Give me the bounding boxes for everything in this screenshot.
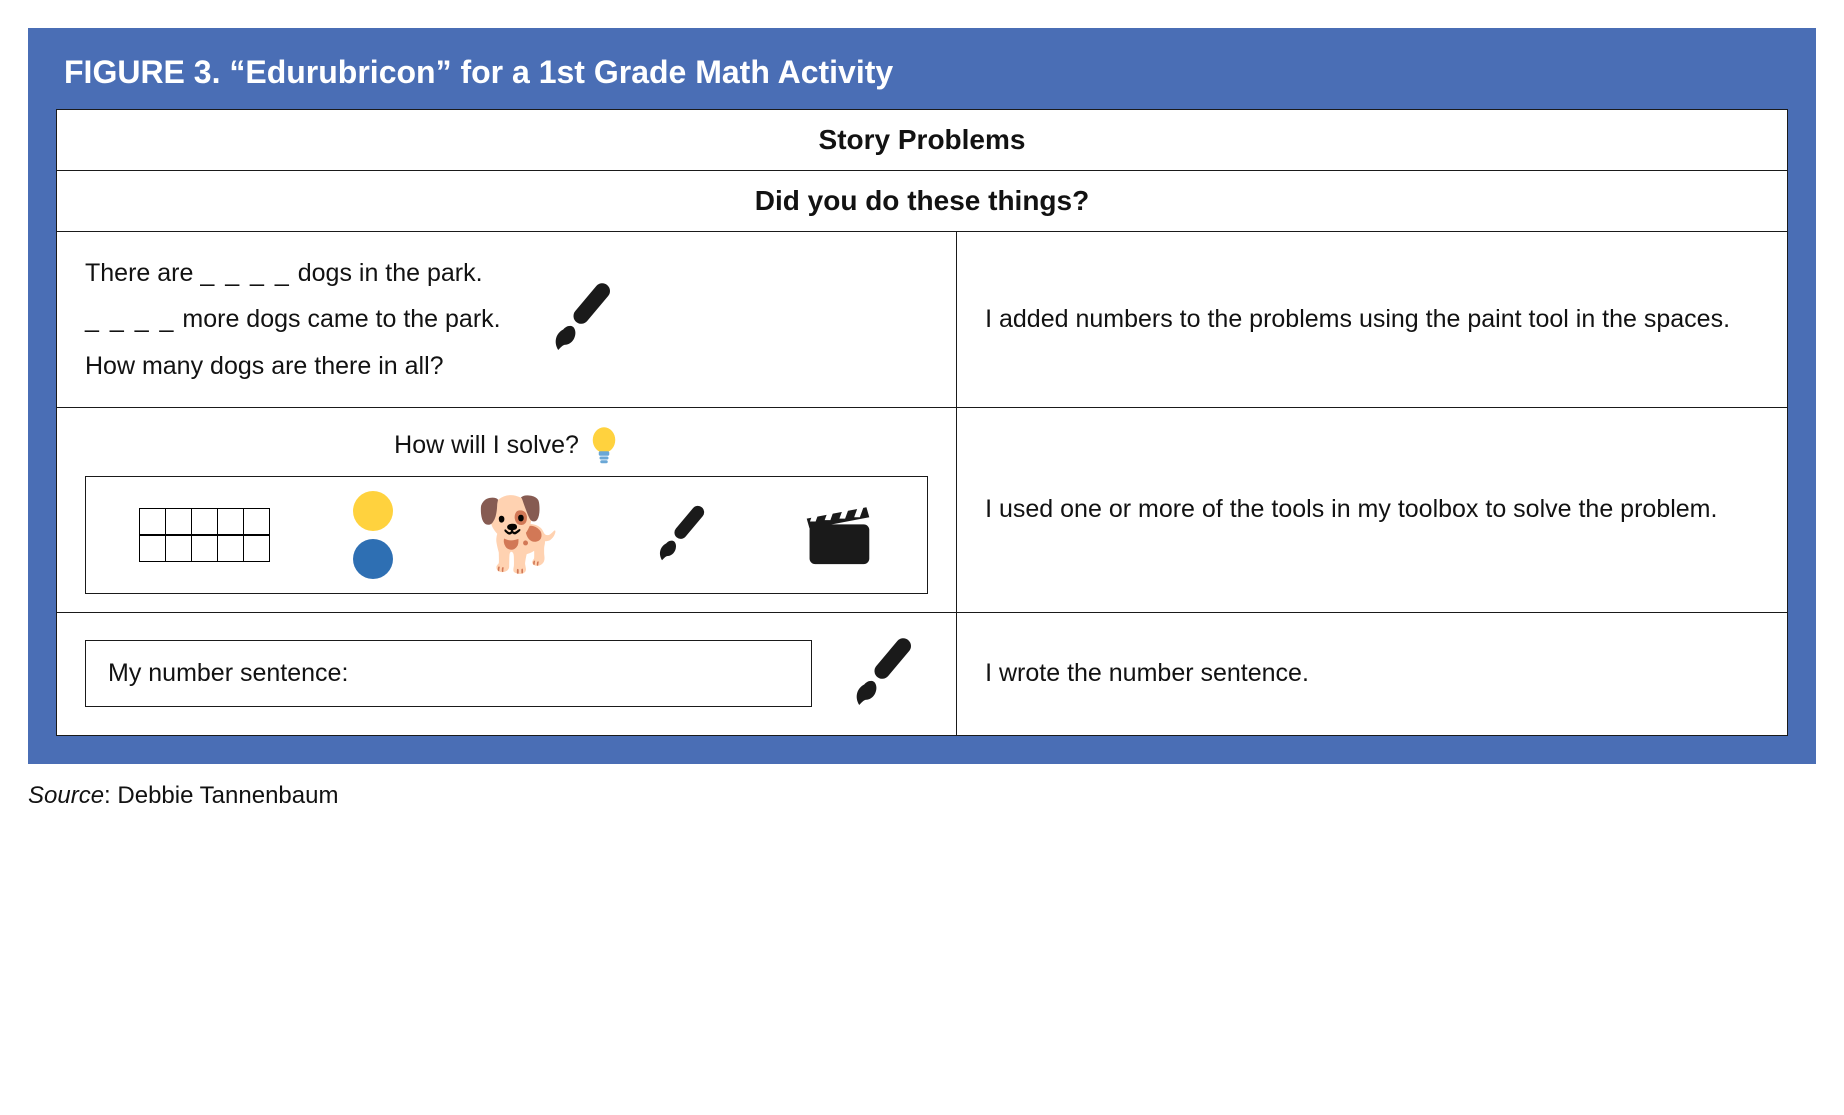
paintbrush-icon	[842, 631, 928, 717]
figure-title: FIGURE 3. “Edurubricon” for a 1st Grade …	[56, 54, 1788, 109]
paintbrush-icon	[541, 276, 627, 362]
story-blank-1: _ _ _ _	[200, 259, 290, 287]
story-line1-a: There are	[85, 259, 200, 287]
counter-circles-icon	[353, 491, 393, 579]
row2-description: I used one or more of the tools in my to…	[985, 490, 1759, 529]
story-blank-2: _ _ _ _	[85, 305, 175, 333]
row1-description: I added numbers to the problems using th…	[985, 300, 1759, 339]
row3-description: I wrote the number sentence.	[985, 654, 1759, 693]
story-line2-b: more dogs came to the park.	[175, 305, 500, 333]
header-story-problems: Story Problems	[57, 110, 1788, 171]
header-checklist: Did you do these things?	[57, 171, 1788, 232]
dog-icon: 🐕	[476, 499, 566, 571]
clapperboard-icon	[802, 503, 874, 567]
story-problem-text: There are _ _ _ _ dogs in the park. _ _ …	[85, 250, 501, 389]
rubric-table: Story Problems Did you do these things? …	[56, 109, 1788, 736]
source-value: Debbie Tannenbaum	[117, 782, 338, 809]
toolbox: 🐕	[85, 476, 928, 594]
story-line3: How many dogs are there in all?	[85, 343, 501, 389]
story-line1-b: dogs in the park.	[291, 259, 483, 287]
source-label: Source	[28, 782, 104, 809]
yellow-counter	[353, 491, 393, 531]
rubric-row-2: How will I solve?	[57, 407, 1788, 612]
source-line: Source: Debbie Tannenbaum	[28, 782, 1816, 810]
rubric-row-3: My number sentence: I wrote the number s…	[57, 612, 1788, 735]
number-sentence-box: My number sentence:	[85, 640, 812, 707]
source-sep: :	[104, 782, 117, 809]
rubric-row-1: There are _ _ _ _ dogs in the park. _ _ …	[57, 232, 1788, 408]
paintbrush-icon	[648, 500, 718, 570]
ten-frame-icon	[140, 509, 270, 561]
lightbulb-icon	[589, 426, 619, 466]
blue-counter	[353, 539, 393, 579]
figure-frame: FIGURE 3. “Edurubricon” for a 1st Grade …	[28, 28, 1816, 764]
solve-label: How will I solve?	[394, 431, 579, 460]
